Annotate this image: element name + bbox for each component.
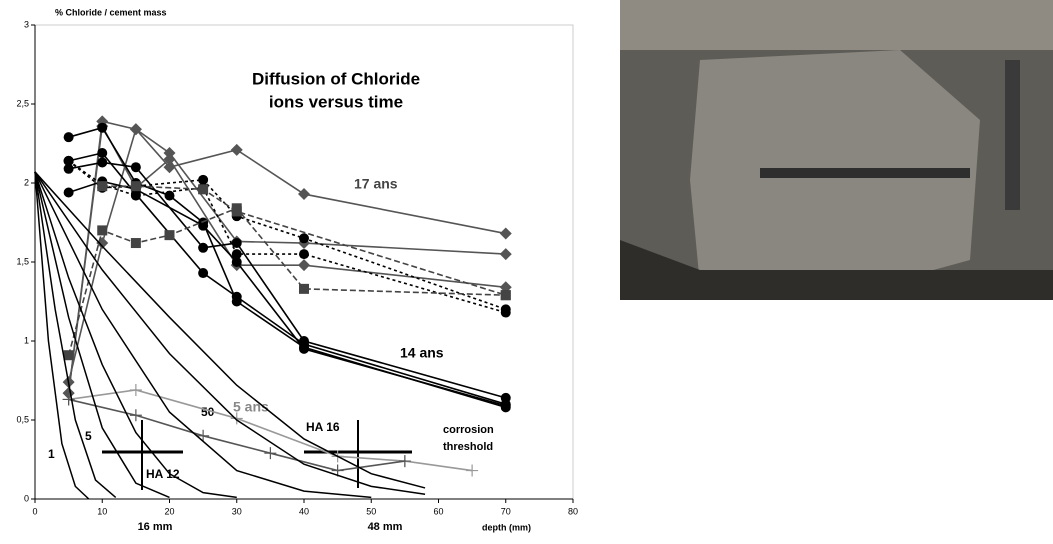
annotation: 17 ans <box>354 176 398 192</box>
marker <box>299 233 309 243</box>
marker <box>97 225 107 235</box>
x-tick-label: 10 <box>97 506 107 516</box>
y-tick-label: 2,5 <box>16 98 29 108</box>
annotation: threshold <box>443 441 493 453</box>
y-tick-label: 3 <box>24 19 29 29</box>
marker <box>64 156 74 166</box>
annotation: HA 16 <box>306 420 340 434</box>
y-tick-label: 1,5 <box>16 256 29 266</box>
annotation: 1 <box>48 447 55 461</box>
x-tick-label: 30 <box>232 506 242 516</box>
marker <box>299 344 309 354</box>
marker <box>64 187 74 197</box>
x-tick-label: 70 <box>501 506 511 516</box>
marker <box>501 308 511 318</box>
marker <box>198 268 208 278</box>
x-tick-label: 20 <box>164 506 174 516</box>
y-tick-label: 2 <box>24 177 29 187</box>
marker <box>501 401 511 411</box>
x-tick-label: 40 <box>299 506 309 516</box>
annotation: 5 <box>85 429 92 443</box>
marker <box>232 292 242 302</box>
marker <box>501 290 511 300</box>
y-tick-label: 0 <box>24 493 29 503</box>
marker <box>232 206 242 216</box>
annotation: 48 mm <box>368 521 403 533</box>
x-tick-label: 0 <box>32 506 37 516</box>
annotation: HA 12 <box>146 467 180 481</box>
marker <box>131 162 141 172</box>
annotation: corrosion <box>443 424 494 436</box>
marker <box>198 243 208 253</box>
marker <box>165 230 175 240</box>
y-tick-label: 0,5 <box>16 414 29 424</box>
marker <box>198 184 208 194</box>
marker <box>97 148 107 158</box>
photo <box>620 0 1053 300</box>
marker <box>131 181 141 191</box>
page: % Chloride / cement mass Diffusion of Ch… <box>0 0 1053 539</box>
title: Diffusion of Chloride <box>252 69 420 88</box>
x-tick-label: 50 <box>366 506 376 516</box>
x-tick-label: 60 <box>433 506 443 516</box>
y-axis-label: % Chloride / cement mass <box>55 7 167 17</box>
marker <box>131 191 141 201</box>
x-axis-label: depth (mm) <box>482 522 531 532</box>
marker <box>64 350 74 360</box>
marker <box>64 132 74 142</box>
x-tick-label: 80 <box>568 506 578 516</box>
marker <box>299 284 309 294</box>
y-tick-label: 1 <box>24 335 29 345</box>
marker <box>97 157 107 167</box>
annotation: 14 ans <box>400 345 444 361</box>
annotation: 16 mm <box>138 521 173 533</box>
marker <box>97 181 107 191</box>
marker <box>97 123 107 133</box>
marker <box>131 238 141 248</box>
marker <box>299 249 309 259</box>
marker <box>232 249 242 259</box>
title: ions versus time <box>269 92 403 111</box>
